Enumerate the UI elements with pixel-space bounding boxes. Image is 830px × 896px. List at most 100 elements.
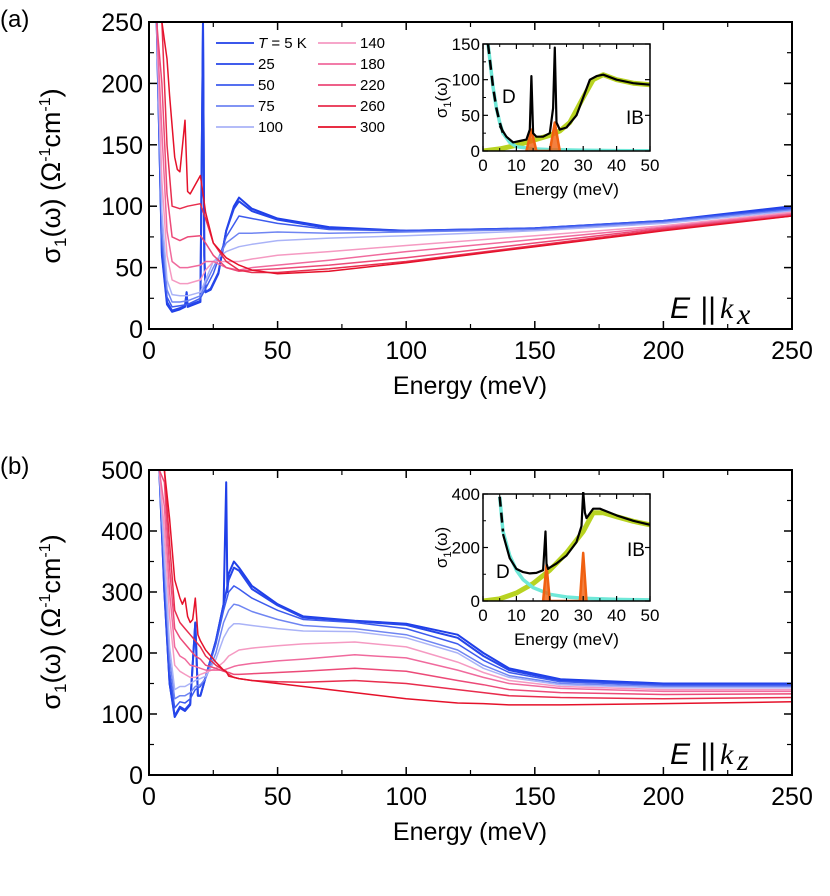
series-line-220 (155, 22, 792, 273)
svg-text:||: || (700, 292, 716, 325)
inset-x-tick-label: 40 (607, 156, 626, 175)
svg-text:||: || (700, 738, 716, 771)
inset-x-tick-label: 10 (507, 156, 526, 175)
x-tick-label: 200 (643, 783, 685, 811)
x-tick-label: 250 (771, 337, 813, 365)
x-axis-title-a: Energy (meV) (393, 372, 547, 400)
inset-y-tick-label: 150 (452, 35, 480, 54)
plot-frame (148, 21, 793, 330)
svg-text:σ1(ω) (Ω-1cm-1): σ1(ω) (Ω-1cm-1) (36, 88, 70, 263)
inset-a: 0 10 20 30 40 50 0 50 100 150 Energy (meV) σ1(ω) D IB (432, 35, 659, 199)
series-group (158, 470, 792, 718)
series-line-140 (158, 470, 792, 691)
series-line-25 (155, 22, 792, 312)
legend-label: 140 (360, 35, 385, 52)
inset-x-tick-label: 0 (478, 156, 487, 175)
inset-b: 0 10 20 30 40 50 0 200 400 Energy (meV) σ1(ω) D IB (432, 485, 659, 649)
inset-x-tick-label: 10 (507, 606, 526, 625)
panel-label-a: (a) (0, 6, 29, 33)
inset-series-data (498, 46, 650, 144)
annotation-b: E || k z (670, 738, 749, 777)
y-tick-label: 100 (101, 193, 143, 221)
inset-x-tick-label: 40 (607, 606, 626, 625)
series-line-180 (155, 22, 792, 271)
x-axis-title-b: Energy (meV) (393, 818, 547, 846)
legend-label: 300 (360, 119, 385, 136)
y-tick-label: 100 (101, 701, 143, 729)
legend-label: 100 (258, 119, 283, 136)
y-axis-title-a: σ1(ω) (Ω-1cm-1) (36, 88, 70, 263)
x-tick-label: 0 (142, 337, 156, 365)
series-line-300 (163, 470, 792, 706)
inset-x-tick-label: 30 (574, 606, 593, 625)
inset-x-tick-label: 50 (641, 156, 660, 175)
panel-label-b: (b) (0, 453, 29, 480)
y-tick-label: 200 (101, 70, 143, 98)
y-tick-label: 150 (101, 132, 143, 160)
svg-text:E: E (670, 738, 691, 771)
inset-drude-dash (498, 496, 505, 532)
legend-item: 100 (216, 119, 283, 136)
series-line-75 (155, 22, 792, 303)
legend-label: 50 (258, 77, 275, 94)
y-tick-label: 500 (101, 457, 143, 485)
svg-text:k: k (720, 738, 734, 771)
series-line-100 (155, 22, 792, 297)
legend-label: 75 (258, 98, 275, 115)
x-tick-label: 150 (514, 783, 556, 811)
inset-x-tick-label: 30 (574, 156, 593, 175)
inset-series-interband (483, 510, 650, 601)
y-tick-label: 400 (101, 518, 143, 546)
inset-x-axis-title: Energy (meV) (514, 630, 619, 649)
inset-y-tick-label: 100 (452, 71, 480, 90)
legend-item: 75 (216, 98, 275, 115)
inset-label-drude: D (502, 87, 516, 108)
x-tick-label: 150 (514, 337, 556, 365)
legend-item: 140 (318, 35, 385, 52)
y-tick-label: 300 (101, 579, 143, 607)
series-line-5k (158, 470, 792, 718)
x-tick-label: 200 (643, 337, 685, 365)
series-line-260 (159, 470, 792, 700)
legend-label: 25 (258, 56, 275, 73)
series-group (155, 22, 792, 313)
legend-label: 260 (360, 98, 385, 115)
inset-y-tick-label: 0 (471, 142, 480, 161)
inset-series-group (483, 492, 650, 601)
inset-series-phonons (541, 551, 588, 601)
y-tick-label: 0 (129, 316, 143, 344)
inset-x-axis-title: Energy (meV) (514, 180, 619, 199)
series-line-25 (158, 470, 792, 717)
series-line-220 (158, 470, 792, 696)
inset-x-tick-label: 20 (540, 606, 559, 625)
y-tick-label: 0 (129, 762, 143, 790)
legend-a: T = 5 K 25 50 75 100 140 180 220 260 300 (216, 35, 385, 136)
y-axis-title-b: σ1(ω) (Ω-1cm-1) (36, 534, 70, 709)
series-line-180 (158, 470, 792, 693)
inset-label-interband: IB (626, 108, 644, 129)
series-line-75 (158, 470, 792, 700)
legend-item: T = 5 K (216, 35, 307, 52)
x-tick-label: 250 (771, 783, 813, 811)
inset-x-tick-label: 20 (540, 156, 559, 175)
x-tick-label: 0 (142, 783, 156, 811)
series-line-260 (156, 22, 792, 274)
panel-b: (b) σ1(ω) (Ω-1cm-1) Energy (meV) 0 50 100 1… (0, 453, 813, 846)
series-line-100 (158, 470, 792, 691)
inset-series-data (501, 492, 650, 575)
legend-label: 220 (360, 77, 385, 94)
annotation-a: E || k x (670, 292, 751, 331)
legend-label: T = 5 K (258, 35, 307, 52)
legend-label: 180 (360, 56, 385, 73)
legend-item: 50 (216, 77, 275, 94)
legend-item: 25 (216, 56, 275, 73)
inset-y-axis-title: σ1(ω) (432, 527, 454, 568)
legend-item: 180 (318, 56, 385, 73)
svg-text:z: z (736, 744, 749, 777)
x-tick-label: 50 (264, 783, 292, 811)
x-tick-label: 50 (264, 337, 292, 365)
y-tick-label: 50 (115, 255, 143, 283)
